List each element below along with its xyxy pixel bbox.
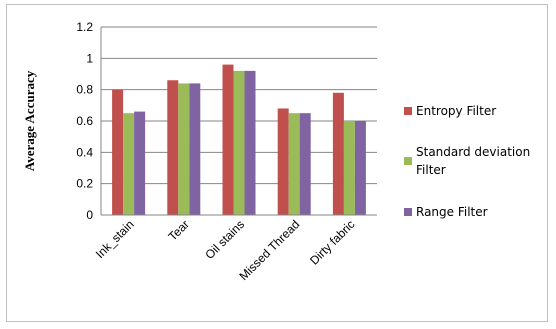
legend-label: Entropy Filter xyxy=(416,104,496,118)
y-tick-label: 0.4 xyxy=(76,145,93,159)
bar-range-filter xyxy=(354,121,366,215)
bar-range-filter xyxy=(299,113,311,215)
y-tick-label: 1 xyxy=(86,51,93,65)
bar-standard-deviation-filter xyxy=(233,70,245,215)
legend-label: Standard deviation xyxy=(416,145,530,159)
bar-entropy-filter xyxy=(332,92,344,215)
legend-label: Filter xyxy=(416,163,446,177)
x-tick-label: Tear xyxy=(166,217,192,243)
y-tick-label: 1.2 xyxy=(76,20,93,34)
chart-frame: 0 0.2 0.4 0.6 0.8 1 1.2 Ink_stain Tear Oil stain… xyxy=(6,4,548,322)
legend-swatch xyxy=(404,107,412,115)
bar-entropy-filter xyxy=(112,89,124,215)
y-axis-label: Average Accuracy xyxy=(22,70,37,171)
x-tick-label: Ink_stain xyxy=(93,217,137,261)
y-tick-label: 0.6 xyxy=(76,114,93,128)
bar-range-filter xyxy=(134,111,146,215)
bar-entropy-filter xyxy=(167,80,179,216)
bar-entropy-filter xyxy=(222,64,234,215)
x-tick-label: Dirty fabric xyxy=(307,217,357,267)
x-tick-label: Oil stains xyxy=(202,217,247,262)
bar-standard-deviation-filter xyxy=(123,113,135,215)
bar-standard-deviation-filter xyxy=(343,121,355,215)
y-tick-label: 0 xyxy=(86,208,93,222)
legend-swatch xyxy=(404,157,412,165)
bar-range-filter xyxy=(189,83,201,216)
legend-label: Range Filter xyxy=(416,205,488,219)
legend: Entropy Filter Standard deviation Filter Ra… xyxy=(404,104,530,219)
bar-entropy-filter xyxy=(277,108,289,215)
y-tick-labels: 0 0.2 0.4 0.6 0.8 1 1.2 xyxy=(76,20,93,222)
legend-swatch xyxy=(404,208,412,216)
bars xyxy=(112,64,366,216)
bar-standard-deviation-filter xyxy=(178,83,190,216)
bar-standard-deviation-filter xyxy=(288,113,300,215)
axes xyxy=(100,27,377,216)
bar-chart: 0 0.2 0.4 0.6 0.8 1 1.2 Ink_stain Tear Oil stain… xyxy=(22,20,530,283)
y-tick-label: 0.8 xyxy=(76,83,93,97)
bar-range-filter xyxy=(244,70,256,215)
y-tick-label: 0.2 xyxy=(76,177,93,191)
